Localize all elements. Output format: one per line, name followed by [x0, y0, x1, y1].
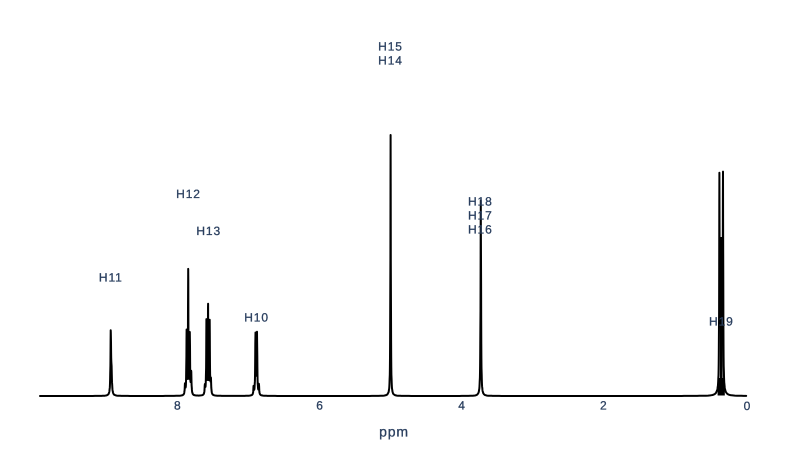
svg-text:0: 0	[744, 399, 751, 413]
svg-text:4: 4	[458, 399, 465, 413]
svg-text:H19: H19	[709, 315, 734, 329]
svg-text:H16: H16	[468, 223, 493, 237]
svg-text:6: 6	[316, 399, 323, 413]
svg-text:H17: H17	[468, 209, 493, 223]
svg-text:H14: H14	[378, 53, 403, 67]
svg-text:H12: H12	[176, 187, 201, 201]
svg-text:H13: H13	[196, 224, 221, 238]
svg-text:H15: H15	[378, 40, 403, 54]
svg-text:H18: H18	[468, 195, 493, 209]
svg-text:H11: H11	[99, 271, 123, 285]
svg-text:ppm: ppm	[379, 424, 409, 440]
svg-text:H10: H10	[244, 311, 269, 325]
svg-text:8: 8	[174, 399, 181, 413]
svg-text:2: 2	[600, 399, 607, 413]
